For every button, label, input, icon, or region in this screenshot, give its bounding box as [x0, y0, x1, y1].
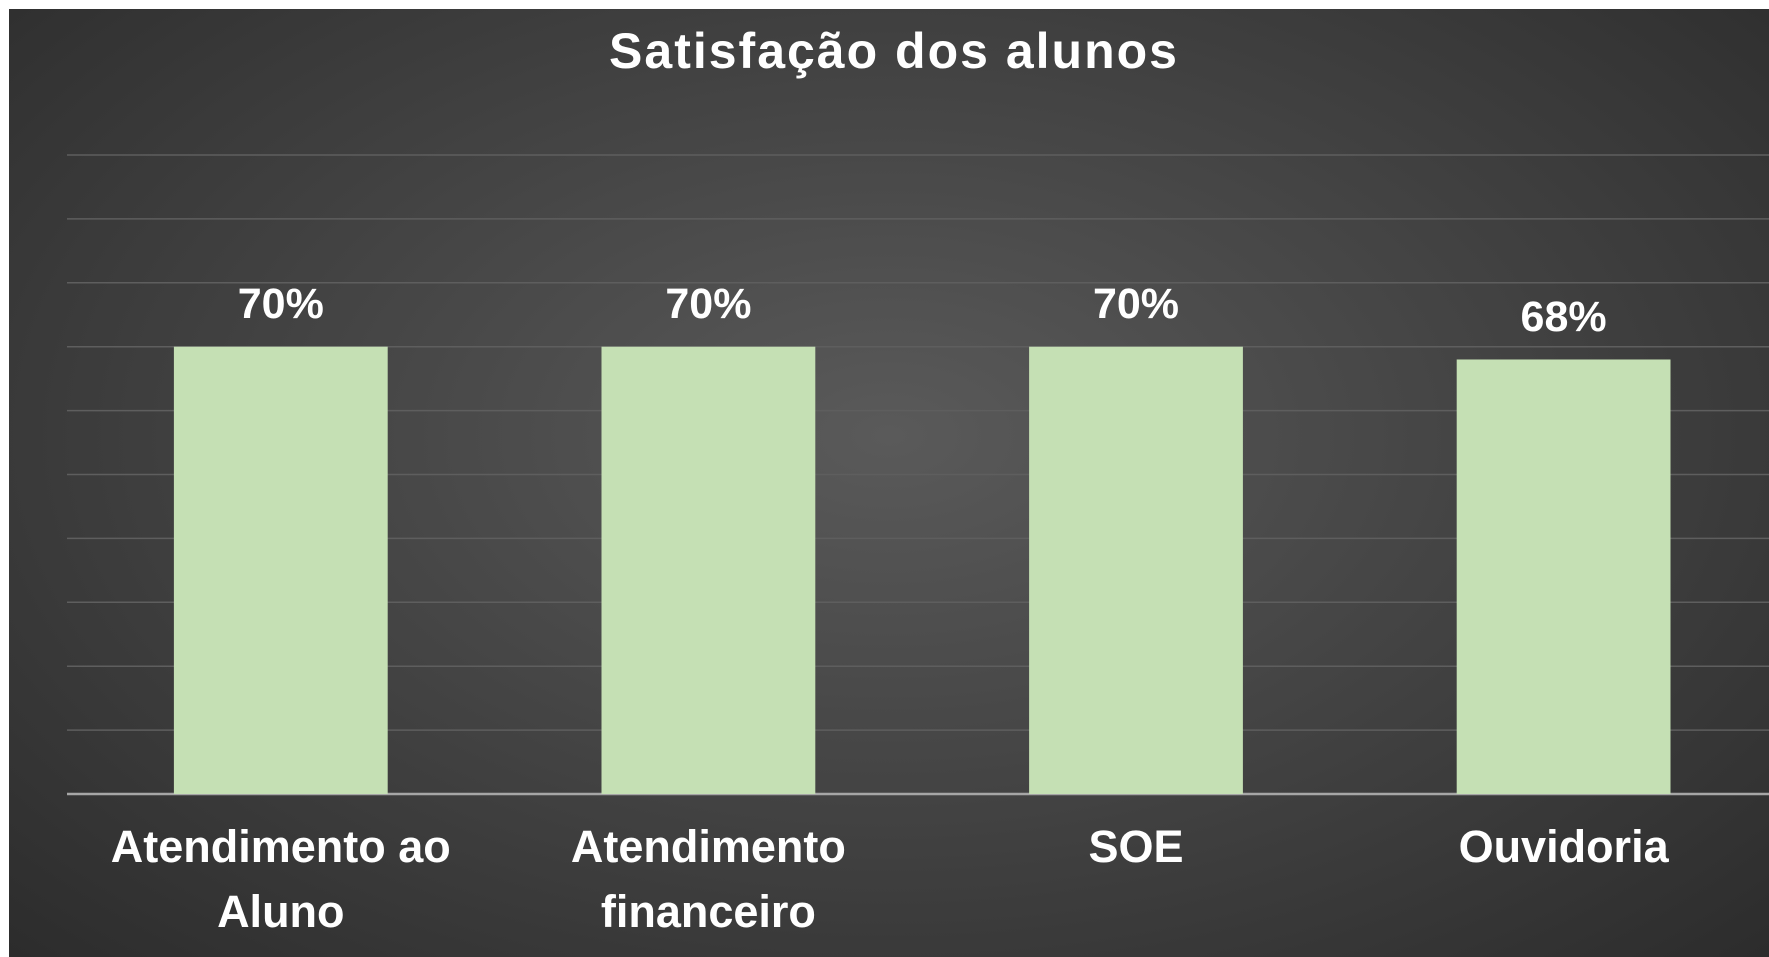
bar	[601, 346, 816, 794]
value-label: 70%	[665, 280, 751, 328]
bar	[1029, 346, 1243, 794]
bar	[173, 346, 388, 794]
x-tick-label: SOE	[1088, 821, 1184, 872]
x-tick-label: Ouvidoria	[1458, 821, 1669, 872]
x-tick-label: Atendimento ao Aluno	[110, 821, 451, 937]
bar	[1456, 359, 1671, 794]
chart: Satisfação dos alunos 70% 70% 70% 68% Atend…	[9, 9, 1769, 957]
plot: Satisfação dos alunos 70% 70% 70% 68%	[67, 23, 1769, 796]
value-label: 68%	[1521, 293, 1607, 341]
value-label: 70%	[1093, 280, 1179, 328]
value-label: 70%	[238, 280, 324, 328]
x-tick-label: Atendimento financeiro	[570, 821, 846, 937]
chart-title: Satisfação dos alunos	[609, 23, 1179, 79]
